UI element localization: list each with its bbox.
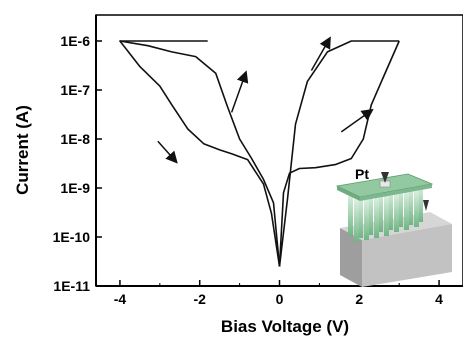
iv-curve-segment-1 (119, 40, 281, 267)
sweep-direction-arrow-1 (230, 70, 249, 113)
x-tick-label: 2 (355, 291, 363, 307)
top-electrode-edge (337, 186, 360, 201)
y-axis-title: Current (A) (13, 105, 32, 195)
y-tick-label: 1E-9 (60, 180, 90, 196)
y-tick-label: 1E-6 (60, 33, 90, 49)
curve-group (119, 40, 400, 267)
side-probe-icon (423, 200, 429, 211)
probe-tip-icon (381, 172, 389, 183)
device-inset: Pt (335, 166, 452, 287)
iv-curve-segment-3 (278, 40, 400, 267)
x-axis-title: Bias Voltage (V) (221, 317, 349, 336)
y-tick-label: 1E-8 (60, 131, 90, 147)
y-tick-label: 1E-10 (53, 229, 91, 245)
x-tick-label: 0 (276, 291, 284, 307)
x-tick-group: -4 -2 0 2 4 (114, 280, 443, 307)
sweep-direction-arrow-3 (310, 36, 331, 71)
x-tick-label: -2 (193, 291, 206, 307)
x-tick-label: 4 (435, 291, 443, 307)
y-tick-label: 1E-11 (53, 278, 90, 294)
sweep-direction-arrow-2 (157, 140, 178, 164)
sweep-direction-arrow-4 (340, 108, 374, 133)
y-tick-label: 1E-7 (60, 82, 90, 98)
top-electrode-edge-right (360, 184, 432, 201)
pillar-array (348, 184, 423, 242)
iv-curve-segment-2 (119, 40, 281, 267)
inset-pt-label: Pt (355, 166, 369, 182)
substrate-front (340, 228, 362, 287)
substrate-side (362, 224, 452, 287)
x-tick-label: -4 (114, 291, 127, 307)
iv-curve-segment-4 (278, 40, 400, 267)
y-tick-group: 1E-11 1E-10 1E-9 1E-8 1E-7 1E-6 (53, 33, 102, 294)
arrow-group (157, 36, 374, 164)
